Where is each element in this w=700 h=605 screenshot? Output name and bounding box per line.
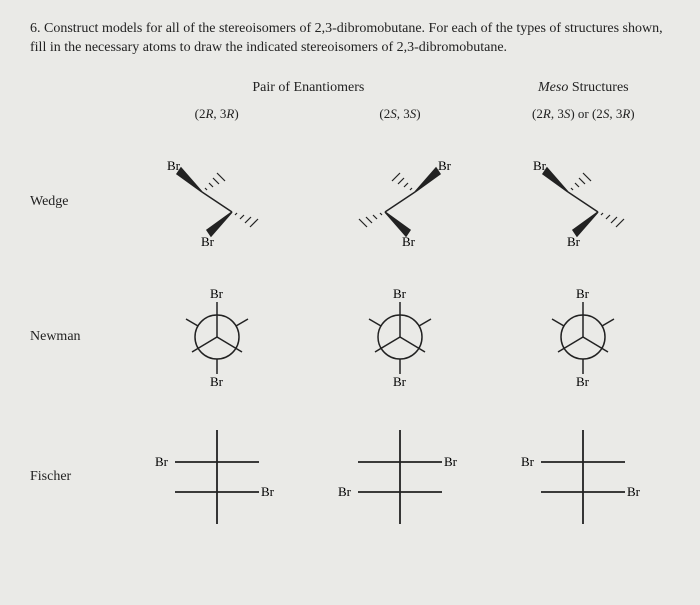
wedge-2s3s: Br Br — [313, 152, 486, 252]
br-label: Br — [210, 286, 224, 301]
col2-header: (2S, 3S) — [313, 106, 486, 122]
br-label: Br — [576, 286, 590, 301]
newman-meso: Br Br — [497, 282, 670, 392]
br-label: Br — [210, 374, 224, 389]
br-label: Br — [155, 454, 169, 469]
br-label: Br — [567, 234, 581, 249]
br-label: Br — [576, 374, 590, 389]
wedge-2r3r: Br Br — [130, 152, 303, 252]
newman-2s3s: Br Br — [313, 282, 486, 392]
fischer-2s3s: Br Br — [313, 422, 486, 532]
br-label: Br — [402, 234, 416, 249]
row-fischer-label: Fischer — [30, 469, 120, 485]
row-wedge-label: Wedge — [30, 194, 120, 210]
question-text: 6. Construct models for all of the stere… — [30, 20, 670, 58]
row-newman-label: Newman — [30, 329, 120, 345]
col3-header: (2R, 3S) or (2S, 3R) — [497, 106, 670, 122]
br-label: Br — [627, 484, 641, 499]
br-label: Br — [444, 454, 458, 469]
br-label: Br — [261, 484, 275, 499]
br-label: Br — [438, 158, 452, 173]
wedge-meso: Br Br — [497, 152, 670, 252]
question-body: Construct models for all of the stereois… — [30, 21, 663, 55]
br-label: Br — [533, 158, 547, 173]
br-label: Br — [521, 454, 535, 469]
pair-header: Pair of Enantiomers — [130, 80, 487, 96]
br-label: Br — [167, 158, 181, 173]
structure-grid: Pair of Enantiomers Meso Structures (2R,… — [30, 76, 670, 532]
col1-header: (2R, 3R) — [130, 106, 303, 122]
br-label: Br — [393, 286, 407, 301]
question-number: 6. — [30, 21, 41, 36]
br-label: Br — [338, 484, 352, 499]
br-label: Br — [393, 374, 407, 389]
newman-2r3r: Br Br — [130, 282, 303, 392]
fischer-2r3r: Br Br — [130, 422, 303, 532]
meso-header: Meso Structures — [497, 80, 670, 96]
br-label: Br — [201, 234, 215, 249]
fischer-meso: Br Br — [497, 422, 670, 532]
